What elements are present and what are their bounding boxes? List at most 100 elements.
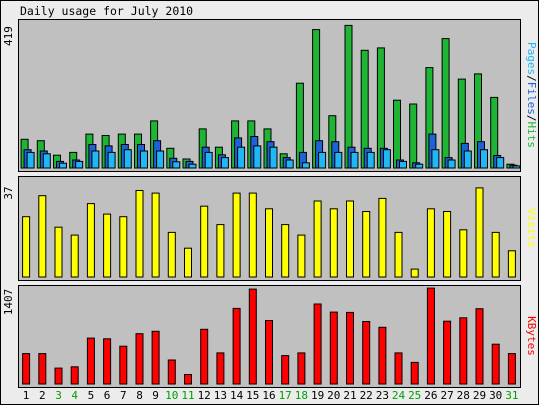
x-tick-label-4: 4 [71,389,78,402]
bar-kbytes-kbytes-13 [216,352,225,385]
x-tick-label-1: 1 [23,389,30,402]
bar-visits-visits-17 [281,224,290,278]
bar-hits-pages-14 [237,146,246,169]
bar-hits-pages-13 [220,157,229,169]
bar-hits-pages-28 [463,150,472,169]
bar-hits-pages-7 [123,149,132,169]
panel-hits-ymax-label: 419 [2,26,15,46]
bar-visits-visits-16 [265,208,273,278]
bar-visits-visits-18 [297,234,306,278]
panel-hits-legend: Pages/Files/Hits [525,42,538,148]
bar-kbytes-kbytes-27 [443,320,452,385]
bar-hits-hits-24 [393,99,401,169]
x-tick-label-27: 27 [440,389,453,402]
bar-hits-hits-27 [441,38,450,169]
x-tick-label-8: 8 [136,389,143,402]
bar-visits-visits-1 [22,216,31,278]
bar-kbytes-kbytes-7 [119,345,128,385]
bar-hits-pages-20 [334,151,343,169]
bar-kbytes-kbytes-5 [86,337,95,385]
bar-kbytes-kbytes-2 [38,353,47,385]
x-tick-label-16: 16 [262,389,275,402]
bar-visits-visits-12 [200,205,209,278]
x-tick-label-13: 13 [214,389,227,402]
bar-hits-pages-5 [91,150,100,169]
bar-visits-visits-20 [329,208,338,278]
bar-visits-visits-30 [491,231,500,278]
x-tick-label-9: 9 [152,389,159,402]
legend-entry-0: Pages [525,42,538,75]
bar-visits-visits-13 [216,224,225,278]
bar-kbytes-kbytes-10 [167,359,176,385]
bar-hits-pages-23 [382,149,391,169]
bar-kbytes-kbytes-8 [135,333,144,385]
chart-title: Daily usage for July 2010 [20,4,193,18]
bar-hits-pages-25 [415,163,424,169]
bar-kbytes-kbytes-16 [265,320,273,385]
bar-visits-visits-2 [38,195,47,278]
panel-kbytes-legend: KBytes [525,316,538,356]
bar-hits-pages-17 [285,159,294,169]
panel-hits: 419 Pages/Files/Hits [2,19,538,172]
bar-hits-pages-4 [75,160,84,169]
bar-kbytes-kbytes-28 [459,317,468,385]
panel-visits: 37 Visits [2,176,538,281]
bar-visits-visits-27 [443,211,452,278]
x-tick-label-25: 25 [408,389,421,402]
bar-hits-pages-2 [42,153,51,169]
x-tick-label-29: 29 [473,389,486,402]
bar-kbytes-kbytes-21 [346,311,354,385]
bar-hits-hits-21 [344,24,353,169]
bar-visits-visits-3 [54,226,63,278]
bar-kbytes-kbytes-30 [491,343,500,385]
bar-hits-pages-19 [318,151,327,169]
bar-hits-pages-26 [431,149,440,169]
bar-kbytes-kbytes-1 [22,353,31,385]
bar-visits-visits-26 [426,208,435,278]
bar-hits-pages-16 [269,146,278,169]
x-tick-label-18: 18 [295,389,308,402]
x-tick-label-17: 17 [279,389,292,402]
bar-kbytes-kbytes-4 [70,366,79,385]
x-tick-label-2: 2 [39,389,46,402]
bar-hits-pages-24 [399,160,407,169]
bar-visits-visits-4 [70,234,79,278]
x-tick-label-21: 21 [343,389,356,402]
x-tick-label-12: 12 [198,389,211,402]
bar-kbytes-kbytes-11 [184,374,192,385]
panel-kbytes-ymax-label: 1407 [2,289,15,316]
x-tick-label-11: 11 [181,389,194,402]
bar-hits-pages-27 [447,159,456,169]
bar-kbytes-kbytes-17 [281,355,290,385]
bar-hits-pages-11 [188,163,197,169]
x-tick-label-23: 23 [376,389,389,402]
legend-entry-2: Files [525,82,538,115]
bar-visits-visits-23 [378,197,387,278]
bar-visits-visits-29 [475,187,484,278]
x-tick-label-19: 19 [311,389,324,402]
panel-visits-ymax-label: 37 [2,186,15,199]
bar-kbytes-kbytes-23 [378,326,387,385]
x-tick-label-31: 31 [505,389,518,402]
bar-hits-pages-9 [156,150,165,169]
bar-hits-hits-25 [409,103,418,169]
x-tick-label-24: 24 [392,389,406,402]
x-tick-label-10: 10 [165,389,178,402]
bar-hits-pages-3 [59,162,67,169]
bar-visits-visits-5 [86,203,95,278]
bar-visits-visits-10 [167,231,176,278]
x-axis-labels: 1 2 3 4 5 6 7 8 9 10 11 12 13 14 15 16 17 18 19 20 21 22 23 24 2… [23,389,519,402]
bar-hits-pages-12 [204,151,213,169]
panel-kbytes: 1407 KBytes [2,285,538,388]
bar-kbytes-kbytes-9 [151,330,160,385]
bar-visits-visits-25 [410,268,419,278]
bar-hits-pages-15 [253,145,262,169]
bar-visits-visits-19 [313,200,322,278]
bar-visits-visits-21 [346,200,354,278]
bar-visits-visits-15 [248,192,257,278]
bar-kbytes-kbytes-19 [313,303,322,385]
bar-visits-visits-6 [103,213,112,278]
